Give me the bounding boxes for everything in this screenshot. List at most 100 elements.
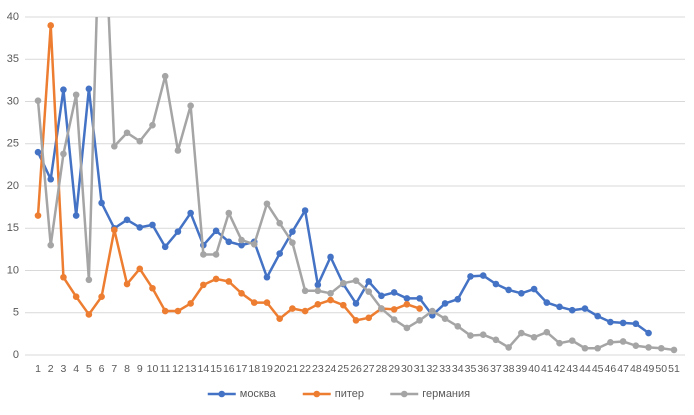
y-tick-label: 30 bbox=[7, 95, 19, 107]
point bbox=[123, 216, 131, 224]
point bbox=[314, 301, 322, 308]
point bbox=[263, 299, 271, 306]
point bbox=[149, 221, 156, 229]
point bbox=[161, 307, 169, 315]
point bbox=[263, 273, 271, 281]
point bbox=[174, 228, 182, 235]
point bbox=[556, 303, 563, 311]
point bbox=[187, 102, 194, 110]
point bbox=[543, 299, 551, 306]
x-tick-label: 2 bbox=[48, 363, 54, 375]
x-tick-label: 6 bbox=[99, 363, 105, 375]
point bbox=[72, 293, 80, 300]
point bbox=[390, 306, 398, 313]
x-tick-label: 38 bbox=[503, 363, 515, 375]
point bbox=[85, 85, 93, 93]
x-tick-label: 51 bbox=[668, 363, 680, 375]
point bbox=[365, 278, 373, 285]
point bbox=[467, 332, 474, 339]
point bbox=[530, 333, 538, 341]
point bbox=[263, 200, 271, 208]
y-tick-label: 35 bbox=[7, 53, 19, 65]
point bbox=[212, 227, 220, 235]
point bbox=[60, 273, 67, 281]
point bbox=[289, 228, 296, 235]
point bbox=[225, 278, 233, 285]
point bbox=[301, 307, 309, 315]
x-tick-label: 34 bbox=[452, 363, 464, 375]
point bbox=[250, 299, 258, 306]
point bbox=[518, 329, 525, 337]
point bbox=[187, 209, 194, 217]
legend-label: москва bbox=[240, 388, 277, 400]
point bbox=[47, 22, 55, 29]
point bbox=[136, 137, 144, 145]
point bbox=[200, 281, 207, 289]
point bbox=[161, 243, 169, 251]
point bbox=[149, 121, 156, 129]
x-tick-label: 18 bbox=[248, 363, 260, 375]
point bbox=[34, 97, 42, 104]
point bbox=[174, 307, 182, 315]
point bbox=[289, 305, 296, 312]
point bbox=[34, 212, 42, 219]
point bbox=[416, 305, 423, 312]
x-tick-label: 3 bbox=[61, 363, 67, 375]
point bbox=[416, 317, 423, 324]
point bbox=[454, 322, 462, 330]
x-tick-label: 4 bbox=[73, 363, 79, 375]
point bbox=[327, 290, 334, 297]
y-tick-label: 15 bbox=[7, 222, 19, 234]
x-tick-label: 19 bbox=[261, 363, 273, 375]
x-tick-label: 12 bbox=[172, 363, 184, 375]
series-line bbox=[36, 87, 650, 335]
x-tick-label: 9 bbox=[137, 363, 143, 375]
point bbox=[467, 273, 474, 280]
y-tick-label: 25 bbox=[7, 138, 19, 150]
legend-marker bbox=[313, 390, 321, 398]
point bbox=[276, 315, 283, 322]
point bbox=[543, 328, 551, 336]
point bbox=[619, 338, 627, 345]
point bbox=[390, 289, 398, 296]
point bbox=[607, 339, 614, 346]
point bbox=[34, 148, 42, 156]
point bbox=[429, 307, 436, 315]
point bbox=[670, 346, 678, 354]
point bbox=[60, 150, 67, 158]
point bbox=[645, 344, 652, 351]
point bbox=[276, 219, 283, 227]
x-tick-label: 31 bbox=[414, 363, 426, 375]
x-tick-label: 37 bbox=[490, 363, 502, 375]
y-tick-label: 10 bbox=[7, 264, 19, 276]
x-tick-label: 35 bbox=[465, 363, 477, 375]
x-tick-label: 26 bbox=[350, 363, 362, 375]
x-tick-label: 28 bbox=[376, 363, 388, 375]
x-tick-label: 17 bbox=[236, 363, 248, 375]
point bbox=[594, 312, 601, 320]
point bbox=[200, 251, 207, 258]
point bbox=[568, 306, 576, 314]
point bbox=[530, 285, 538, 293]
point bbox=[403, 324, 411, 332]
x-tick-label: 43 bbox=[566, 363, 578, 375]
x-tick-label: 48 bbox=[630, 363, 642, 375]
x-tick-label: 32 bbox=[426, 363, 438, 375]
legend-marker bbox=[218, 390, 226, 398]
point bbox=[98, 293, 105, 300]
point bbox=[594, 344, 601, 352]
x-tick-label: 16 bbox=[223, 363, 235, 375]
point bbox=[327, 296, 334, 304]
point bbox=[492, 280, 500, 288]
x-tick-label: 49 bbox=[643, 363, 655, 375]
x-tick-label: 13 bbox=[185, 363, 197, 375]
point bbox=[136, 265, 144, 273]
x-tick-label: 1 bbox=[35, 363, 41, 375]
x-tick-label: 15 bbox=[210, 363, 222, 375]
point bbox=[111, 226, 118, 234]
point bbox=[378, 305, 385, 312]
x-tick-label: 25 bbox=[337, 363, 349, 375]
legend-marker bbox=[400, 390, 408, 398]
point bbox=[187, 300, 194, 307]
legend: москва питер германия bbox=[207, 388, 470, 400]
